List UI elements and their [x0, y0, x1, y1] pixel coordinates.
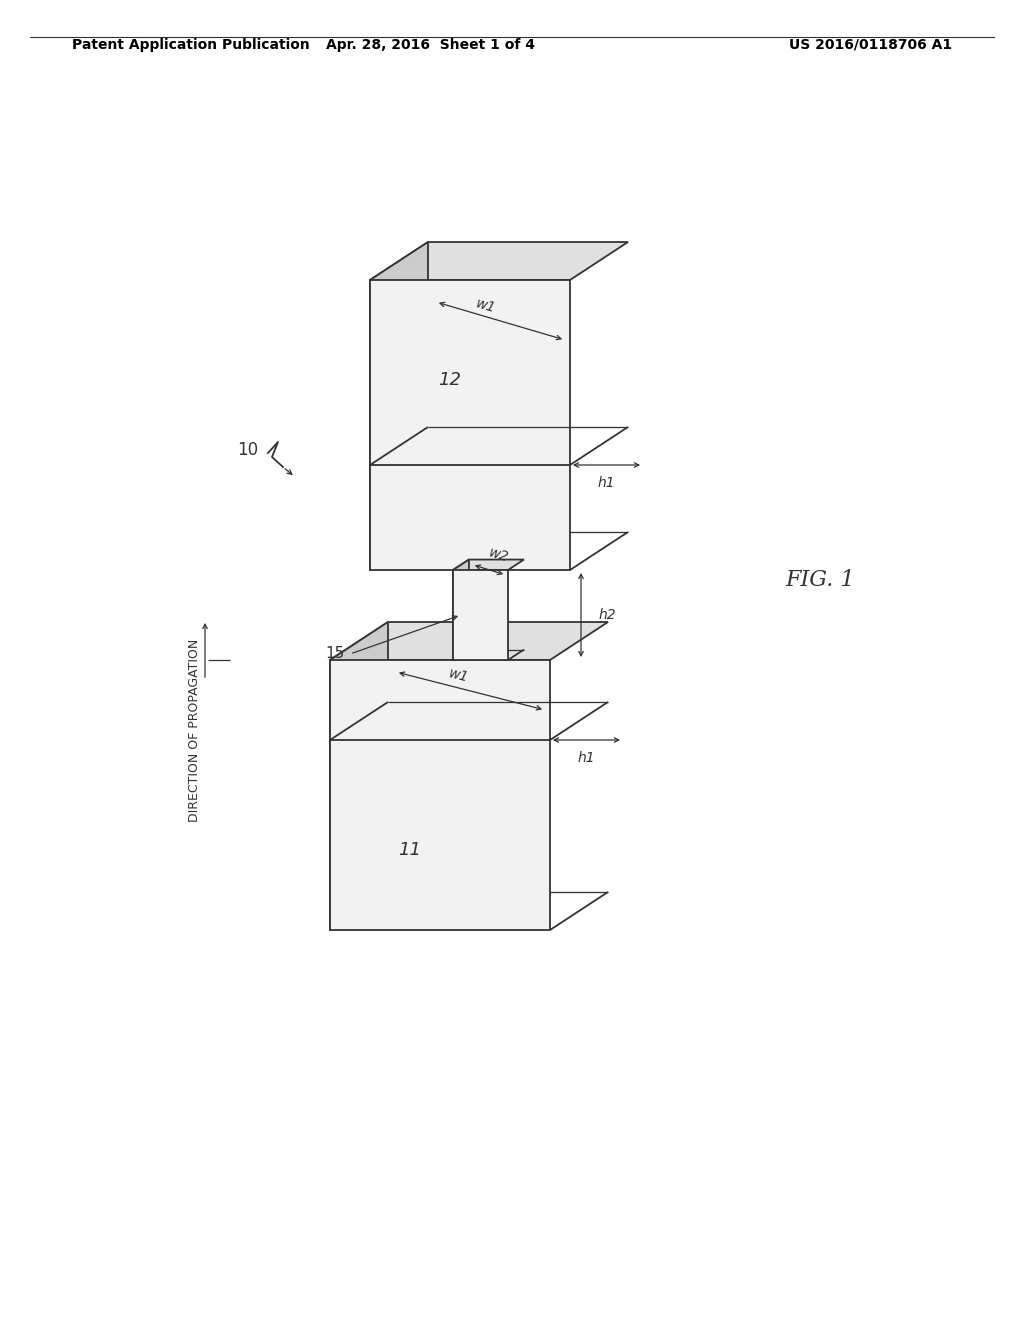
- Text: w2: w2: [487, 545, 511, 565]
- Polygon shape: [330, 622, 608, 660]
- Polygon shape: [330, 622, 388, 931]
- Polygon shape: [453, 560, 469, 660]
- Text: Patent Application Publication: Patent Application Publication: [72, 38, 309, 51]
- Polygon shape: [330, 660, 550, 931]
- Text: h1: h1: [578, 751, 595, 766]
- Text: 12: 12: [438, 371, 462, 389]
- Text: DIRECTION OF PROPAGATION: DIRECTION OF PROPAGATION: [188, 639, 202, 821]
- Text: FIG. 1: FIG. 1: [785, 569, 855, 591]
- Text: h2: h2: [599, 609, 616, 622]
- Text: w1: w1: [446, 667, 470, 685]
- Text: 11: 11: [398, 841, 422, 859]
- Polygon shape: [370, 242, 428, 570]
- Polygon shape: [370, 280, 570, 570]
- Text: h1: h1: [598, 477, 615, 490]
- Text: Apr. 28, 2016  Sheet 1 of 4: Apr. 28, 2016 Sheet 1 of 4: [326, 38, 535, 51]
- Polygon shape: [370, 242, 628, 280]
- Text: 15: 15: [326, 645, 345, 660]
- Text: US 2016/0118706 A1: US 2016/0118706 A1: [790, 38, 952, 51]
- Polygon shape: [453, 560, 524, 570]
- Text: 10: 10: [238, 441, 259, 459]
- Text: w1: w1: [474, 297, 498, 315]
- Polygon shape: [453, 570, 508, 660]
